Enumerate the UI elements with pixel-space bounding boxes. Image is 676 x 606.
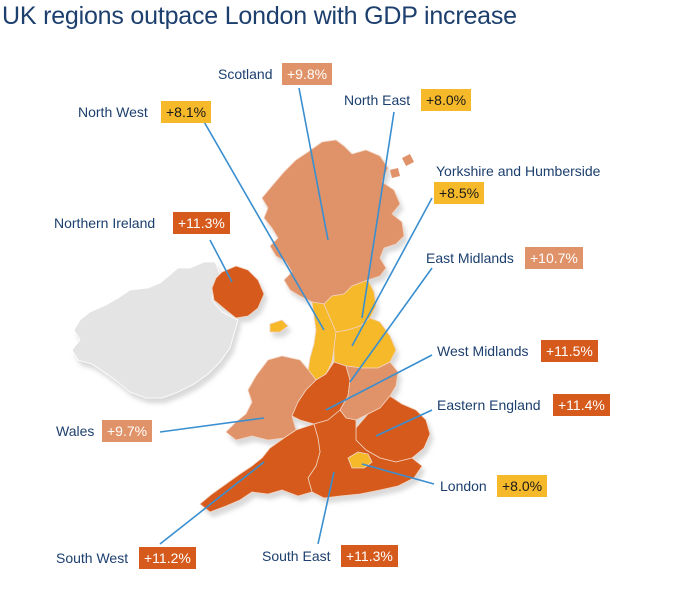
label-yorkshire-humberside: Yorkshire and Humberside	[436, 163, 601, 179]
region-northern-ireland	[211, 265, 265, 319]
leader-lines	[159, 87, 435, 545]
value-badge-yorkshire-humberside: +8.5%	[434, 182, 485, 204]
label-south-east: South East	[262, 548, 331, 564]
leader-south-west	[159, 461, 265, 545]
value-badge-scotland: +9.8%	[282, 63, 333, 85]
chart-title: UK regions outpace London with GDP incre…	[2, 2, 517, 30]
leader-east-midlands	[349, 267, 433, 383]
island-shapes	[390, 154, 414, 178]
label-east-midlands: East Midlands	[426, 250, 514, 266]
label-eastern-england: Eastern England	[437, 397, 541, 413]
leader-west-midlands	[325, 354, 433, 411]
leader-north-west	[202, 119, 325, 331]
value-badge-north-east: +8.0%	[421, 89, 472, 111]
value-badge-south-east: +11.3%	[341, 545, 398, 567]
value-badge-wales: +9.7%	[102, 420, 153, 442]
label-west-midlands: West Midlands	[437, 343, 529, 359]
leader-wales	[159, 417, 265, 433]
value-badge-london: +8.0%	[497, 475, 548, 497]
leader-scotland	[298, 87, 329, 241]
leader-eastern-england	[375, 409, 433, 437]
leader-south-east	[317, 471, 335, 545]
leader-northern-ireland	[209, 239, 233, 283]
leader-north-east	[361, 111, 395, 319]
label-northern-ireland: Northern Ireland	[54, 215, 156, 231]
label-london: London	[440, 478, 487, 494]
leader-yorkshire	[351, 197, 433, 347]
region-wales	[225, 355, 317, 441]
region-south-west	[199, 423, 321, 513]
value-badge-north-west: +8.1%	[161, 101, 212, 123]
ireland-shape	[71, 261, 239, 399]
label-scotland: Scotland	[218, 66, 273, 82]
leader-london	[361, 463, 435, 485]
region-scotland	[261, 139, 405, 305]
value-badge-northern-ireland: +11.3%	[173, 212, 230, 234]
label-south-west: South West	[56, 550, 129, 566]
value-badge-west-midlands: +11.5%	[541, 340, 598, 362]
label-north-west: North West	[78, 104, 148, 120]
label-wales: Wales	[56, 423, 95, 439]
value-badge-eastern-england: +11.4%	[553, 394, 610, 416]
value-badge-south-west: +11.2%	[139, 547, 196, 569]
value-badge-east-midlands: +10.7%	[525, 247, 583, 269]
isle-of-man-shape	[269, 319, 289, 333]
label-north-east: North East	[344, 92, 411, 108]
